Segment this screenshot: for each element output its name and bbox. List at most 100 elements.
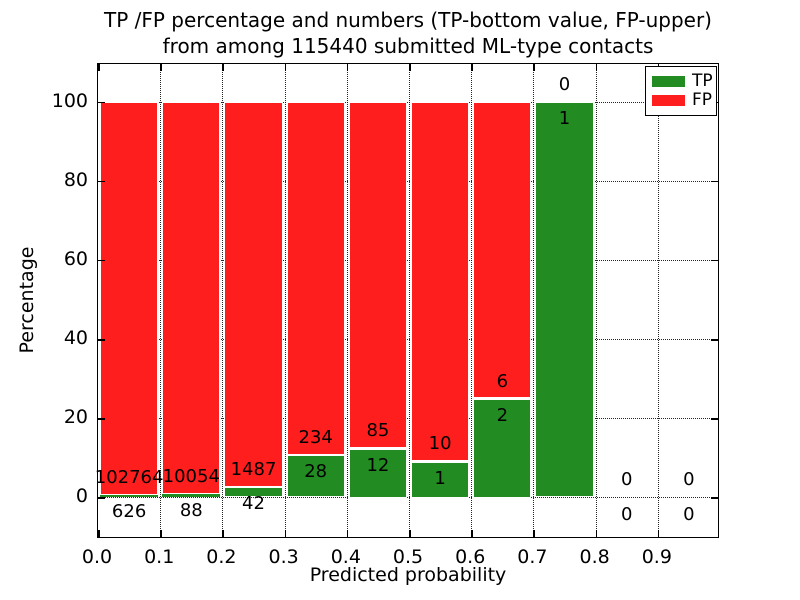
x-tick-mark [284,530,287,537]
chart-title-line1: TP /FP percentage and numbers (TP-bottom… [104,8,712,32]
x-tick-mark-top [346,64,349,71]
tp-bar-segment [473,398,532,498]
legend-label: FP [692,90,713,110]
legend-item-tp: TP [652,71,713,91]
x-tick-mark [222,530,224,537]
y-tick-label: 100 [51,89,88,112]
chart-title-line2: from among 115440 submitted ML-type cont… [162,34,654,58]
tp-bar-segment [286,455,345,498]
y-tick-mark-right [711,180,718,183]
legend-label: TP [692,71,713,91]
h-gridline [98,339,718,341]
fp-bar-segment [411,101,470,462]
y-tick-label: 20 [63,406,88,429]
v-gridline [284,64,286,537]
tp-count-label: 1 [434,467,446,489]
tp-bar-segment [100,495,159,498]
h-gridline [98,497,718,499]
fp-count-label: 102764 [94,467,164,488]
tp-bar-segment [411,461,470,498]
x-tick-mark [595,530,598,537]
x-tick-label: 0.7 [517,546,548,568]
h-gridline [98,180,718,182]
y-tick-mark [98,259,105,262]
y-tick-label: 0 [75,485,88,508]
x-tick-mark [346,530,349,537]
y-tick-mark-right [711,339,718,341]
x-tick-label: 0.4 [330,546,361,568]
fp-count-label: 10054 [162,466,220,487]
y-tick-mark-right [711,497,718,499]
plot-area: 102764 626 10054 88 1487 42 234 28 85 12 10 1 6 2 0 1 0 0… [95,63,719,538]
tp-count-label: 1 [558,107,571,129]
y-tick-label: 40 [63,327,88,350]
fp-count-label: 0 [558,73,571,95]
tp-count-label: 0 [620,503,633,525]
y-tick-mark [98,497,105,499]
fp-count-label: 85 [366,420,390,442]
x-tick-mark-top [533,64,535,71]
x-tick-label: 0.5 [392,546,424,568]
fp-bar-segment [224,101,283,487]
v-gridline [222,64,224,537]
x-axis-label: Predicted probability [309,564,507,586]
v-gridline [657,64,659,537]
legend: TP FP [645,66,717,116]
x-tick-mark-top [222,64,224,71]
x-tick-label: 0.9 [641,546,672,568]
fp-bar-segment [473,101,532,399]
tp-count-label: 12 [366,454,390,476]
legend-item-fp: FP [652,90,713,110]
v-gridline [409,64,410,537]
y-tick-mark-right [711,418,718,420]
h-gridline [98,418,718,420]
tp-count-label: 2 [496,404,509,426]
fp-bar-segment [286,101,345,456]
x-tick-mark [160,530,162,537]
x-tick-label: 0.1 [144,546,175,568]
y-tick-mark [98,180,105,183]
tp-count-label: 28 [304,461,328,483]
x-tick-mark [471,530,473,537]
v-gridline [595,64,597,537]
y-tick-mark [98,418,105,420]
x-tick-mark-top [160,64,162,71]
fp-count-label: 6 [496,370,509,392]
tp-count-label: 0 [683,503,695,525]
h-gridline [98,101,718,103]
y-tick-label: 60 [63,247,88,270]
tp-bar-segment [535,101,594,498]
x-tick-label: 0.0 [81,546,113,568]
x-tick-mark [533,530,535,537]
tp-count-label: 88 [179,500,203,521]
x-tick-mark-top [98,64,100,71]
v-gridline [533,64,535,537]
x-tick-label: 0.6 [455,546,486,568]
tp-bar-segment [348,448,407,498]
tp-count-label: 626 [111,501,147,523]
x-tick-mark [657,530,660,537]
x-tick-mark [409,530,411,537]
v-gridline [346,64,348,537]
fp-bar-segment [100,101,159,495]
x-tick-label: 0.8 [579,546,610,568]
y-axis-label: Percentage [16,246,38,354]
tp-legend-swatch [652,76,685,87]
fp-count-label: 0 [683,469,695,491]
fp-count-label: 0 [620,469,633,491]
tp-count-label: 42 [242,492,265,514]
fp-count-label: 234 [298,427,333,449]
chart-title: TP /FP percentage and numbers (TP-bottom… [97,7,719,59]
fp-count-label: 1487 [230,458,277,480]
h-gridline [98,259,718,261]
y-tick-label: 80 [63,168,88,191]
fp-bar-segment [162,101,221,494]
fp-legend-swatch [652,95,685,106]
x-tick-mark-top [595,64,598,71]
x-tick-mark-top [284,64,287,71]
y-tick-mark-right [711,259,718,262]
tp-bar-segment [224,486,283,498]
fp-count-label: 10 [428,433,452,455]
v-gridline [471,64,473,537]
